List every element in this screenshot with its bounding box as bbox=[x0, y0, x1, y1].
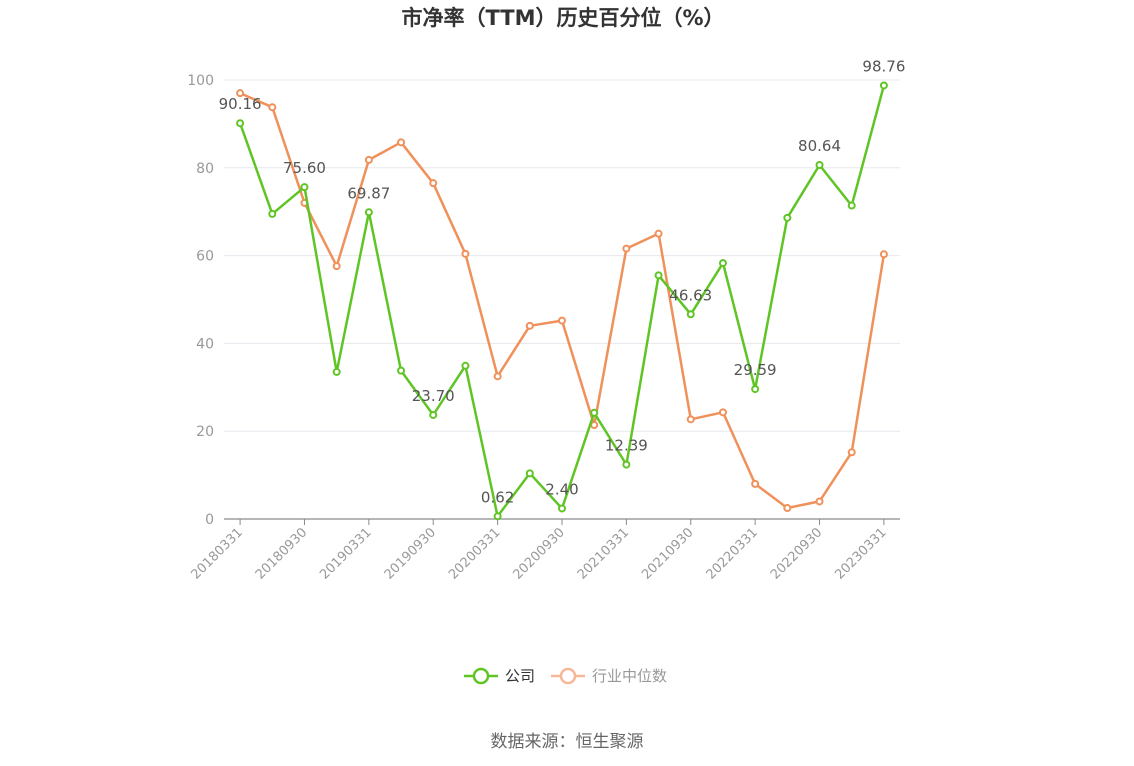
point-0-3 bbox=[332, 367, 341, 376]
x-tick-label-20200331: 20200331 bbox=[446, 525, 503, 582]
data-label-12: 12.39 bbox=[605, 437, 648, 455]
data-source: 数据来源：恒生聚源 bbox=[491, 732, 644, 752]
data-label-14: 46.63 bbox=[669, 286, 712, 304]
point-0-0 bbox=[236, 119, 245, 128]
point-1-15 bbox=[718, 408, 727, 417]
point-1-19 bbox=[847, 448, 856, 457]
x-tick-label-20190930: 20190930 bbox=[382, 525, 439, 582]
x-tick-label-20190331: 20190331 bbox=[317, 525, 374, 582]
legend-label-1: 行业中位数 bbox=[592, 667, 667, 685]
series-1 bbox=[236, 89, 888, 513]
point-1-7 bbox=[461, 249, 470, 258]
point-0-17 bbox=[783, 213, 792, 222]
x-axis: 20180331 20180930 20190331 20190930 20200331… bbox=[189, 518, 900, 583]
point-1-4 bbox=[364, 155, 373, 164]
point-0-15 bbox=[718, 259, 727, 268]
x-tick-label-20220331: 20220331 bbox=[704, 525, 761, 582]
y-tick-80: 80 bbox=[196, 161, 214, 177]
point-0-19 bbox=[847, 201, 856, 210]
x-tick-label-20210930: 20210930 bbox=[639, 525, 696, 582]
point-1-5 bbox=[397, 138, 406, 147]
grid-lines bbox=[224, 79, 900, 432]
data-label-18: 80.64 bbox=[798, 137, 841, 155]
point-0-6 bbox=[429, 410, 438, 419]
y-tick-40: 40 bbox=[196, 336, 214, 352]
legend-label-0: 公司 bbox=[505, 667, 535, 685]
point-1-9 bbox=[525, 321, 534, 330]
data-label-4: 69.87 bbox=[347, 184, 390, 202]
data-label-20: 98.76 bbox=[862, 57, 905, 75]
series-group bbox=[236, 81, 888, 521]
point-0-20 bbox=[879, 81, 888, 90]
point-1-10 bbox=[558, 316, 566, 325]
x-tick-label-20210331: 20210331 bbox=[575, 525, 632, 582]
point-0-14 bbox=[686, 310, 695, 319]
point-1-17 bbox=[783, 504, 792, 513]
point-1-13 bbox=[654, 229, 663, 238]
series-line-0 bbox=[238, 85, 886, 518]
data-label-16: 29.59 bbox=[734, 361, 777, 379]
x-tick-label-20200930: 20200930 bbox=[510, 525, 567, 582]
y-tick-100: 100 bbox=[187, 73, 214, 89]
point-1-1 bbox=[268, 103, 277, 112]
x-tick-label-20230331: 20230331 bbox=[832, 525, 889, 582]
data-label-6: 23.70 bbox=[412, 387, 455, 405]
point-0-8 bbox=[493, 512, 502, 521]
point-0-10 bbox=[558, 504, 566, 513]
point-1-12 bbox=[622, 244, 631, 253]
data-label-2: 75.60 bbox=[283, 159, 326, 177]
point-0-9 bbox=[525, 469, 534, 478]
point-1-20 bbox=[879, 250, 888, 259]
data-labels: 90.16 75.60 69.87 23.70 0.62 2.40 12.39 46.63 29… bbox=[219, 57, 906, 506]
legend-item-1[interactable]: 行业中位数 bbox=[551, 667, 667, 685]
point-1-3 bbox=[332, 262, 341, 271]
data-label-8: 0.62 bbox=[481, 488, 514, 506]
data-label-0: 90.16 bbox=[219, 95, 262, 113]
legend[interactable]: 公司 行业中位数 bbox=[464, 667, 667, 685]
point-0-13 bbox=[654, 271, 663, 280]
series-line-1 bbox=[239, 92, 886, 510]
x-tick-label-20180331: 20180331 bbox=[189, 525, 246, 582]
point-0-18 bbox=[815, 160, 824, 169]
point-0-1 bbox=[268, 209, 277, 218]
y-tick-60: 60 bbox=[196, 249, 214, 265]
point-0-5 bbox=[397, 366, 406, 375]
point-0-4 bbox=[364, 208, 373, 217]
point-0-11 bbox=[590, 408, 599, 417]
point-1-18 bbox=[815, 497, 824, 506]
point-1-0 bbox=[236, 89, 245, 98]
point-1-16 bbox=[751, 479, 760, 488]
point-0-16 bbox=[751, 385, 760, 394]
legend-marker-1 bbox=[559, 667, 577, 685]
point-0-12 bbox=[622, 460, 631, 469]
y-axis: 0 20 40 60 80 100 bbox=[187, 73, 214, 528]
point-1-14 bbox=[686, 415, 695, 424]
point-0-2 bbox=[300, 183, 309, 192]
x-tick-label-20180930: 20180930 bbox=[253, 525, 310, 582]
point-1-8 bbox=[493, 372, 502, 381]
chart-title: 市净率（TTM）历史百分位（%） bbox=[401, 6, 724, 30]
series-0 bbox=[236, 81, 888, 521]
data-label-10: 2.40 bbox=[545, 480, 578, 498]
y-tick-0: 0 bbox=[205, 512, 214, 528]
point-1-6 bbox=[429, 179, 438, 188]
y-tick-20: 20 bbox=[196, 424, 214, 440]
legend-marker-0 bbox=[472, 667, 490, 685]
point-0-7 bbox=[461, 361, 470, 370]
x-tick-label-20220930: 20220930 bbox=[768, 525, 825, 582]
legend-item-0[interactable]: 公司 bbox=[464, 667, 535, 685]
